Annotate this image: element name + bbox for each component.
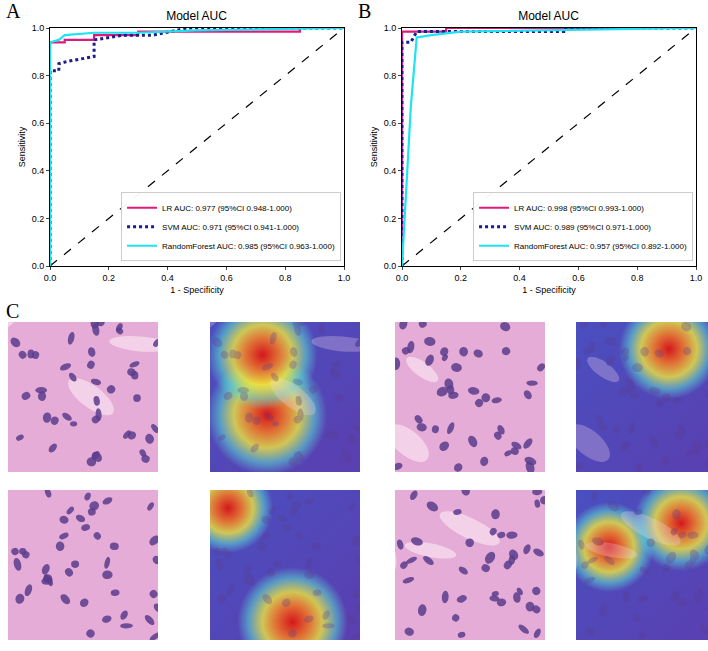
svg-text:SVM AUC: 0.971 (95%CI 0.941-1.: SVM AUC: 0.971 (95%CI 0.941-1.000) <box>162 223 299 232</box>
html-text:C: C <box>6 300 20 322</box>
svg-text:1.0: 1.0 <box>690 273 703 283</box>
svg-text:1.0: 1.0 <box>32 23 45 33</box>
svg-text:LR AUC: 0.977 (95%CI 0.948-1.0: LR AUC: 0.977 (95%CI 0.948-1.000) <box>162 204 292 213</box>
svg-text:1.0: 1.0 <box>338 273 351 283</box>
svg-text:0.4: 0.4 <box>384 166 397 176</box>
svg-text:0.2: 0.2 <box>103 273 116 283</box>
svg-text:0.2: 0.2 <box>32 214 45 224</box>
svg-text:0.0: 0.0 <box>32 261 45 271</box>
svg-text:0.8: 0.8 <box>384 71 397 81</box>
svg-text:1.0: 1.0 <box>384 23 397 33</box>
svg-text:0.2: 0.2 <box>455 273 468 283</box>
html-text:A: A <box>6 0 21 22</box>
svg-text:0.0: 0.0 <box>384 261 397 271</box>
svg-text:0.4: 0.4 <box>513 273 526 283</box>
svg-text:0.6: 0.6 <box>384 118 397 128</box>
svg-text:0.4: 0.4 <box>161 273 174 283</box>
svg-text:Sensitivity: Sensitivity <box>17 126 27 167</box>
html-text:B: B <box>358 0 372 22</box>
svg-text:SVM AUC: 0.989 (95%CI 0.971-1.: SVM AUC: 0.989 (95%CI 0.971-1.000) <box>514 223 651 232</box>
svg-text:LR AUC: 0.998 (95%CI 0.993-1.0: LR AUC: 0.998 (95%CI 0.993-1.000) <box>514 204 644 213</box>
svg-text:RandomForest AUC: 0.957 (95%CI: RandomForest AUC: 0.957 (95%CI 0.892-1.0… <box>514 242 687 251</box>
svg-text:0.4: 0.4 <box>32 166 45 176</box>
svg-text:Sensitivity: Sensitivity <box>369 126 379 167</box>
svg-text:Model AUC: Model AUC <box>518 9 579 23</box>
svg-text:Model AUC: Model AUC <box>166 9 227 23</box>
svg-text:0.8: 0.8 <box>279 273 292 283</box>
svg-text:0.6: 0.6 <box>32 118 45 128</box>
svg-text:0.0: 0.0 <box>44 273 57 283</box>
svg-text:0.8: 0.8 <box>32 71 45 81</box>
svg-text:RandomForest AUC: 0.985 (95%CI: RandomForest AUC: 0.985 (95%CI 0.963-1.0… <box>162 242 335 251</box>
svg-text:0.6: 0.6 <box>220 273 233 283</box>
svg-text:0.2: 0.2 <box>384 214 397 224</box>
svg-text:1 - Specificity: 1 - Specificity <box>522 285 576 295</box>
svg-text:1 - Specificity: 1 - Specificity <box>170 285 224 295</box>
svg-text:0.6: 0.6 <box>572 273 585 283</box>
svg-text:0.0: 0.0 <box>396 273 409 283</box>
svg-text:0.8: 0.8 <box>631 273 644 283</box>
